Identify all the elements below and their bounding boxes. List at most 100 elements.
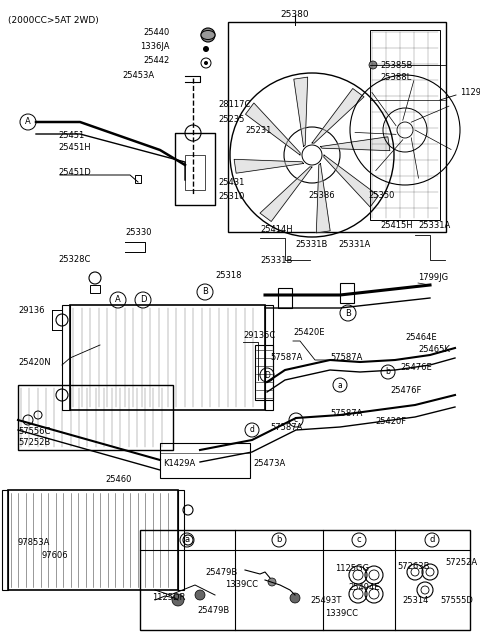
Text: c: c [294, 415, 298, 425]
Text: a: a [337, 380, 342, 389]
Circle shape [195, 590, 205, 600]
Text: 25453A: 25453A [123, 71, 155, 80]
Text: 1129AF: 1129AF [460, 88, 480, 97]
Text: 25493T: 25493T [310, 596, 341, 605]
Polygon shape [316, 163, 330, 233]
Text: 25235: 25235 [218, 115, 244, 124]
Bar [18, 385, 173, 450]
Polygon shape [294, 77, 308, 147]
Text: 57252A: 57252A [445, 558, 477, 567]
Text: 29135C: 29135C [243, 331, 275, 340]
Text: B: B [202, 288, 208, 297]
Text: 25318: 25318 [215, 271, 241, 280]
Circle shape [268, 578, 276, 586]
Text: 28117C: 28117C [218, 100, 251, 109]
Circle shape [172, 594, 184, 606]
Bar [160, 443, 250, 478]
Bar [8, 490, 178, 590]
Text: 25330: 25330 [125, 228, 152, 237]
Text: 1799JG: 1799JG [418, 273, 448, 282]
Bar [185, 155, 205, 190]
Text: 25479B: 25479B [197, 606, 229, 615]
Text: 25328C: 25328C [58, 255, 90, 264]
Text: 25465K: 25465K [418, 345, 450, 354]
Text: 25415H: 25415H [380, 221, 413, 230]
Circle shape [369, 61, 377, 69]
Text: K1429A: K1429A [163, 459, 195, 468]
Circle shape [203, 46, 209, 52]
Text: 25420N: 25420N [18, 358, 50, 367]
Circle shape [290, 593, 300, 603]
Text: 25464E: 25464E [405, 333, 437, 342]
Circle shape [201, 28, 215, 42]
Bar [340, 283, 354, 303]
Bar [265, 305, 273, 410]
Polygon shape [321, 137, 390, 150]
Bar [2, 490, 8, 590]
Text: A: A [25, 117, 31, 126]
Text: 57555D: 57555D [440, 596, 473, 605]
Polygon shape [234, 159, 303, 173]
Text: d: d [429, 535, 435, 544]
Polygon shape [324, 155, 379, 207]
Text: a: a [184, 535, 190, 544]
Text: 25388L: 25388L [380, 73, 411, 82]
Bar [278, 288, 292, 308]
Text: 25380: 25380 [281, 10, 309, 19]
Text: 25479B: 25479B [205, 568, 237, 577]
Text: 97606: 97606 [42, 551, 69, 560]
Text: b: b [276, 535, 282, 544]
Text: 1339CC: 1339CC [225, 580, 258, 589]
Text: b: b [385, 368, 390, 377]
Text: 1125DR: 1125DR [152, 593, 185, 602]
Text: 97853A: 97853A [18, 538, 50, 547]
Text: 25476E: 25476E [400, 363, 432, 372]
Text: D: D [264, 370, 270, 380]
Ellipse shape [201, 30, 215, 39]
Text: 25420E: 25420E [293, 328, 324, 337]
Text: 25420F: 25420F [375, 417, 406, 426]
Text: c: c [357, 535, 361, 544]
Text: d: d [250, 425, 254, 434]
Text: 25473A: 25473A [253, 459, 285, 468]
Bar [70, 305, 265, 410]
Text: 1339CC: 1339CC [325, 609, 358, 618]
Text: 25494E: 25494E [348, 583, 380, 592]
Bar [178, 490, 184, 590]
Text: 29136: 29136 [18, 306, 45, 315]
Text: 25460: 25460 [105, 475, 132, 484]
Bar [62, 305, 70, 410]
Text: 25476F: 25476F [390, 386, 421, 395]
Text: 25310: 25310 [218, 192, 244, 201]
Text: 25431: 25431 [218, 178, 244, 187]
Text: 25314: 25314 [402, 596, 428, 605]
Text: 25331A: 25331A [338, 240, 370, 249]
Circle shape [204, 61, 208, 65]
Text: 25350: 25350 [368, 191, 395, 200]
Text: 57587A: 57587A [330, 353, 362, 362]
Text: 25331B: 25331B [295, 240, 327, 249]
Text: D: D [140, 295, 146, 305]
Bar [255, 345, 273, 400]
Bar [228, 22, 446, 232]
Text: 57587A: 57587A [330, 409, 362, 418]
Bar [140, 530, 470, 630]
Text: 57263B: 57263B [397, 562, 430, 571]
Text: 25385B: 25385B [380, 61, 412, 70]
Text: 25442: 25442 [144, 56, 170, 65]
Text: 57587A: 57587A [270, 353, 302, 362]
Text: 25451D: 25451D [58, 168, 91, 177]
Text: 25331A: 25331A [418, 221, 450, 230]
Polygon shape [260, 167, 312, 222]
Text: 1125GG: 1125GG [335, 564, 369, 573]
Text: A: A [115, 295, 121, 305]
Text: 57587A: 57587A [270, 423, 302, 432]
Text: 25451: 25451 [58, 131, 84, 140]
Text: 25331B: 25331B [260, 256, 292, 265]
Polygon shape [245, 103, 300, 155]
Bar [90, 285, 100, 293]
Polygon shape [312, 88, 364, 144]
Text: 25414H: 25414H [260, 225, 293, 234]
Text: 25440: 25440 [144, 28, 170, 37]
Text: 25231: 25231 [245, 126, 271, 135]
